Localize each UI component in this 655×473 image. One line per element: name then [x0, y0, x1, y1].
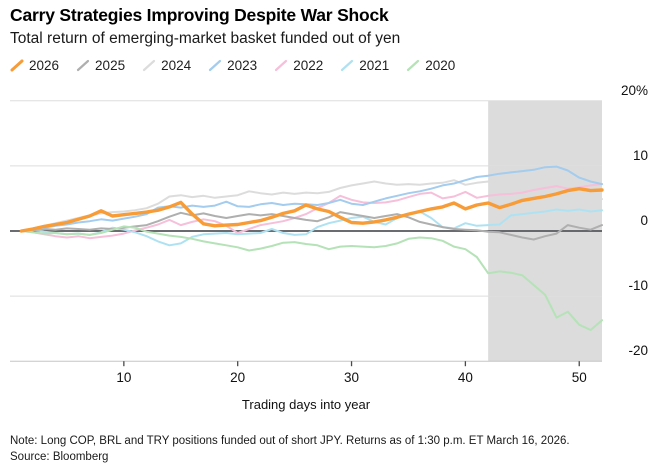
legend-item-2022[interactable]: 2022 [274, 58, 323, 73]
legend-swatch-icon [407, 59, 420, 72]
legend-item-2020[interactable]: 2020 [406, 58, 455, 73]
chart-title: Carry Strategies Improving Despite War S… [10, 5, 389, 25]
series-line-2024 [20, 179, 603, 232]
x-axis-title: Trading days into year [241, 397, 371, 412]
legend-swatch-icon [275, 59, 288, 72]
chart-footer: Note: Long COP, BRL and TRY positions fu… [10, 434, 570, 465]
y-axis-tick-label: 10 [632, 147, 648, 163]
chart-legend: 2026 2025 2024 2023 2022 2021 2020 [10, 58, 455, 73]
footer-source: Source: Bloomberg [10, 450, 109, 463]
legend-item-2025[interactable]: 2025 [76, 58, 125, 73]
legend-label: 2024 [161, 58, 192, 73]
legend-swatch-icon [142, 59, 156, 72]
x-axis-tick-label: 20 [230, 370, 246, 385]
footer-note: Note: Long COP, BRL and TRY positions fu… [10, 435, 570, 447]
legend-swatch-icon [341, 59, 354, 72]
series-line-2022 [20, 183, 603, 240]
series-line-2020 [20, 225, 603, 331]
legend-label: 2021 [359, 58, 390, 73]
x-axis-tick-label: 50 [571, 370, 587, 385]
legend-item-2024[interactable]: 2024 [142, 58, 191, 73]
y-axis-tick-label: -20 [628, 343, 648, 359]
legend-label: 2026 [29, 58, 60, 73]
x-axis-tick-label: 10 [116, 370, 132, 385]
legend-label: 2020 [425, 58, 456, 73]
legend-item-2021[interactable]: 2021 [340, 58, 389, 73]
x-axis-tick-label: 30 [344, 370, 360, 385]
y-axis-tick-label: -10 [628, 278, 648, 294]
legend-label: 2025 [95, 58, 126, 73]
legend-swatch-icon [76, 59, 90, 72]
legend-label: 2022 [293, 58, 324, 73]
legend-item-2023[interactable]: 2023 [208, 58, 257, 73]
series-line-2026 [19, 186, 604, 233]
legend-item-2026[interactable]: 2026 [10, 58, 59, 73]
legend-swatch-icon [209, 59, 222, 72]
chart-subtitle: Total return of emerging-market basket f… [10, 30, 401, 47]
y-axis-tick-label: 20% [620, 82, 648, 98]
x-axis-tick-label: 40 [457, 370, 473, 385]
legend-label: 2023 [227, 58, 258, 73]
series-line-2023 [20, 165, 603, 232]
y-axis-tick-label: 0 [640, 213, 648, 228]
legend-swatch-icon [10, 59, 24, 72]
